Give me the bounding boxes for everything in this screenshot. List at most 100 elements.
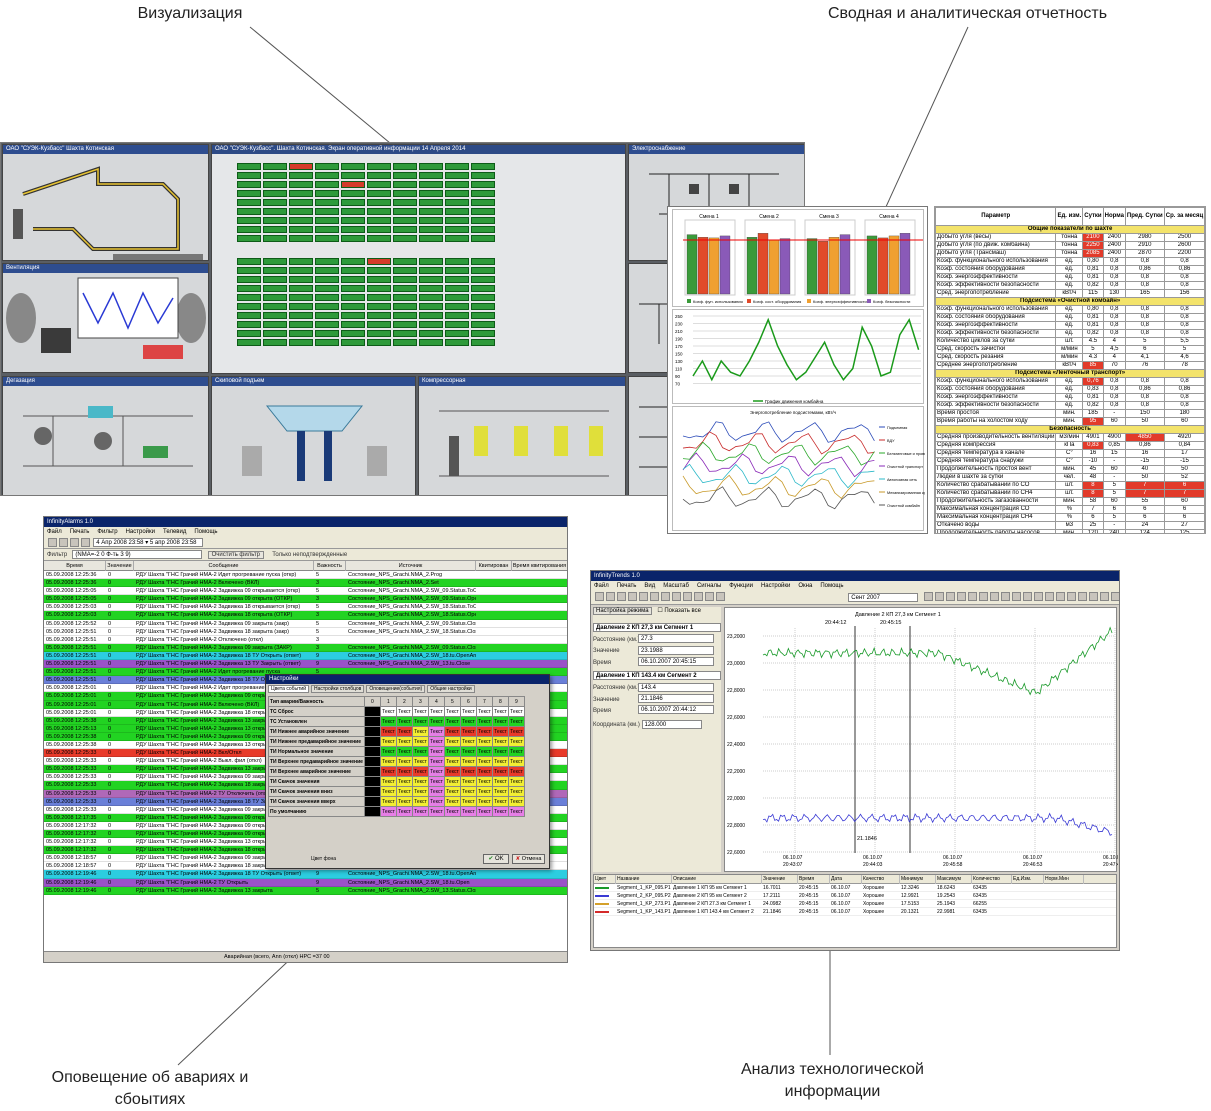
color-cell[interactable]: Текст	[491, 736, 509, 747]
filter-field[interactable]: (NMA=-2 0 Ф-ть 3 9)	[72, 550, 203, 559]
toolbar-button-icon[interactable]	[606, 592, 615, 601]
trend-table-row[interactable]: Segment_1_KP_095.P1 Давление 1 КП 95 км С…	[594, 884, 1116, 892]
kpi-cell[interactable]	[393, 267, 417, 274]
kpi-cell[interactable]	[315, 330, 339, 337]
menu-item[interactable]: Помощь	[194, 529, 218, 535]
toolbar-button-icon[interactable]	[661, 592, 670, 601]
kpi-cell[interactable]	[471, 181, 495, 188]
kpi-cell[interactable]	[315, 217, 339, 224]
kpi-cell[interactable]	[471, 235, 495, 242]
kpi-cell[interactable]	[367, 339, 391, 346]
trend-table-row[interactable]: Segment_1_KP_143.P1 Давление 1 КП 143.4 к…	[594, 908, 1116, 916]
kpi-cell[interactable]	[419, 217, 443, 224]
toolbar-button-icon[interactable]	[924, 592, 934, 601]
color-cell[interactable]: Текст	[379, 746, 397, 757]
kpi-cell[interactable]	[471, 276, 495, 283]
kpi-cell[interactable]	[289, 258, 313, 265]
kpi-cell[interactable]	[237, 226, 261, 233]
color-cell[interactable]: Текст	[427, 716, 445, 727]
toolbar-button-icon[interactable]	[1001, 592, 1011, 601]
toolbar-button-icon[interactable]	[979, 592, 989, 601]
kpi-cell[interactable]	[367, 312, 391, 319]
kpi-cell[interactable]	[263, 181, 287, 188]
toolbar-button-icon[interactable]	[1100, 592, 1110, 601]
kpi-cell[interactable]	[315, 312, 339, 319]
color-cell[interactable]: Текст	[459, 746, 477, 757]
settings-tab[interactable]: Цвета событий	[268, 685, 309, 693]
color-cell[interactable]: Текст	[459, 736, 477, 747]
color-cell[interactable]: Текст	[427, 776, 445, 787]
menu-item[interactable]: Функции	[729, 583, 753, 589]
settings-tab[interactable]: Настройки столбцов	[311, 685, 365, 693]
color-cell[interactable]: Текст	[475, 796, 493, 807]
alarm-row[interactable]: 05.09.2008 12:25:51 0 РДУ Шахта "ГНС Грачи…	[44, 643, 567, 652]
kpi-cell[interactable]	[315, 226, 339, 233]
kpi-cell[interactable]	[263, 303, 287, 310]
kpi-cell[interactable]	[445, 226, 469, 233]
kpi-cell[interactable]	[471, 339, 495, 346]
show-all-checkbox[interactable]: ☐ Показать все	[657, 608, 701, 614]
alarm-window-titlebar[interactable]: InfinityAlarms 1.0	[44, 517, 567, 527]
signal-field-value[interactable]: 21.1846	[638, 693, 714, 703]
color-cell[interactable]: Текст	[491, 706, 509, 717]
color-cell[interactable]: Текст	[411, 726, 429, 737]
signal-field-value[interactable]: 27.3	[638, 634, 714, 644]
alarm-row[interactable]: 05.09.2008 12:25:05 0 РДУ Шахта "ГНС Грачи…	[44, 587, 567, 596]
toolbar-button-icon[interactable]	[705, 592, 714, 601]
signal-group-select[interactable]: Давление 2 КП 27,3 км Сегмент 1	[593, 623, 721, 632]
color-cell[interactable]: Текст	[379, 706, 397, 717]
kpi-cell[interactable]	[367, 199, 391, 206]
kpi-cell[interactable]	[315, 267, 339, 274]
color-cell[interactable]: Текст	[427, 706, 445, 717]
kpi-cell[interactable]	[237, 339, 261, 346]
kpi-cell[interactable]	[445, 303, 469, 310]
color-cell[interactable]: Текст	[443, 766, 461, 777]
menu-item[interactable]: Вид	[644, 583, 656, 589]
color-cell[interactable]: Текст	[491, 776, 509, 787]
color-cell[interactable]: Текст	[379, 806, 397, 817]
color-cell[interactable]: Текст	[491, 786, 509, 797]
color-cell[interactable]: Текст	[507, 756, 525, 767]
kpi-cell[interactable]	[419, 330, 443, 337]
toolbar-button-icon[interactable]	[1023, 592, 1033, 601]
settings-titlebar[interactable]: Настройки	[266, 675, 549, 684]
kpi-cell[interactable]	[419, 199, 443, 206]
color-cell[interactable]	[363, 786, 381, 797]
color-cell[interactable]: Текст	[411, 806, 429, 817]
color-cell[interactable]: Текст	[459, 726, 477, 737]
kpi-cell[interactable]	[419, 258, 443, 265]
color-cell[interactable]: Текст	[491, 726, 509, 737]
kpi-cell[interactable]	[393, 217, 417, 224]
color-cell[interactable]: Текст	[443, 726, 461, 737]
signal-field-value[interactable]: 06.10.2007 20:44:12	[638, 705, 714, 715]
kpi-cell[interactable]	[263, 339, 287, 346]
kpi-cell[interactable]	[237, 330, 261, 337]
kpi-cell[interactable]	[263, 235, 287, 242]
color-cell[interactable]: Текст	[395, 766, 413, 777]
kpi-cell[interactable]	[237, 172, 261, 179]
kpi-cell[interactable]	[419, 285, 443, 292]
kpi-cell[interactable]	[289, 267, 313, 274]
trend-table-row[interactable]: Segment_2_KP_095.P2 Давление 2 КП 95 км С…	[594, 892, 1116, 900]
kpi-cell[interactable]	[367, 258, 391, 265]
signal-field-value[interactable]: 06.10.2007 20:45:15	[638, 657, 714, 667]
kpi-cell[interactable]	[315, 163, 339, 170]
kpi-cell[interactable]	[263, 199, 287, 206]
kpi-cell[interactable]	[237, 285, 261, 292]
kpi-cell[interactable]	[393, 303, 417, 310]
kpi-cell[interactable]	[237, 294, 261, 301]
toolbar-button-icon[interactable]	[716, 592, 725, 601]
color-cell[interactable]: Текст	[379, 756, 397, 767]
trend-col-header[interactable]: Время	[798, 875, 830, 884]
color-cell[interactable]: Текст	[459, 786, 477, 797]
color-cell[interactable]: Текст	[475, 806, 493, 817]
alarm-row[interactable]: 05.09.2008 12:25:51 0 РДУ Шахта "ГНС Грачи…	[44, 635, 567, 644]
toolbar-button-icon[interactable]	[968, 592, 978, 601]
color-cell[interactable]	[363, 736, 381, 747]
color-cell[interactable]: Текст	[427, 726, 445, 737]
color-cell[interactable]: Текст	[507, 786, 525, 797]
kpi-cell[interactable]	[237, 208, 261, 215]
color-cell[interactable]: Текст	[411, 716, 429, 727]
kpi-cell[interactable]	[341, 330, 365, 337]
alarm-col-header[interactable]: Время квитирования	[512, 563, 567, 569]
